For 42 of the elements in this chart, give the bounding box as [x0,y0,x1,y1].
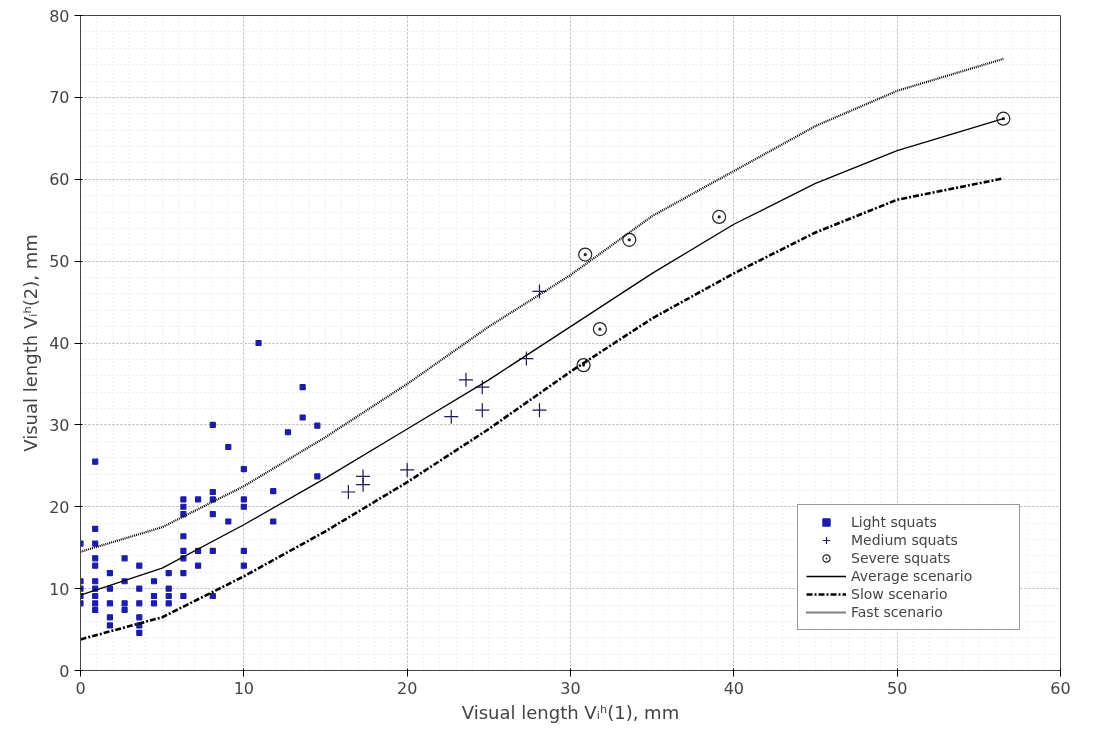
y-tick-label: 80 [49,6,70,26]
y-tick-label: 40 [49,334,70,353]
legend-label: Fast scenario [851,603,944,621]
point [592,321,607,337]
point [531,402,548,418]
x-tick-label: 30 [560,678,581,698]
point [712,209,727,224]
point [622,232,637,247]
y-tick-label: 10 [49,579,70,599]
x-tick-label: 60 [1050,678,1071,698]
y-tick-label: 50 [49,252,70,272]
y-tick-label: 60 [49,170,70,190]
point [458,372,474,388]
point [576,358,591,373]
x-tick-label: 0 [75,678,86,698]
line-series [80,177,1005,641]
x-tick-label: 20 [396,678,418,698]
point [531,283,548,300]
point [340,484,356,500]
x-tick-label: 50 [886,678,908,698]
legend-label: Light squats [851,513,938,531]
legend-label: Slow scenario [851,585,949,603]
y-tick-label: 0 [59,661,70,681]
y-tick-label: 20 [49,497,70,517]
point [474,379,490,395]
point [996,111,1011,126]
point [443,409,459,425]
legend-label: Average scenario [851,567,974,585]
y-axis-title: Visual length Vᵢʰ(2), mm [20,234,42,452]
point [355,477,371,493]
x-axis-title: Visual length Vᵢʰ(1), mm [461,701,680,723]
y-tick-label: 30 [49,415,70,435]
point [474,402,490,418]
legend-label: Medium squats [851,531,959,549]
y-tick-label: 70 [49,88,70,108]
x-tick-label: 40 [723,678,745,698]
point [518,350,534,367]
legend-label: Severe squats [851,549,952,567]
point [578,247,593,262]
point [399,462,415,478]
x-tick-label: 10 [233,678,255,698]
line-series [80,57,1005,553]
